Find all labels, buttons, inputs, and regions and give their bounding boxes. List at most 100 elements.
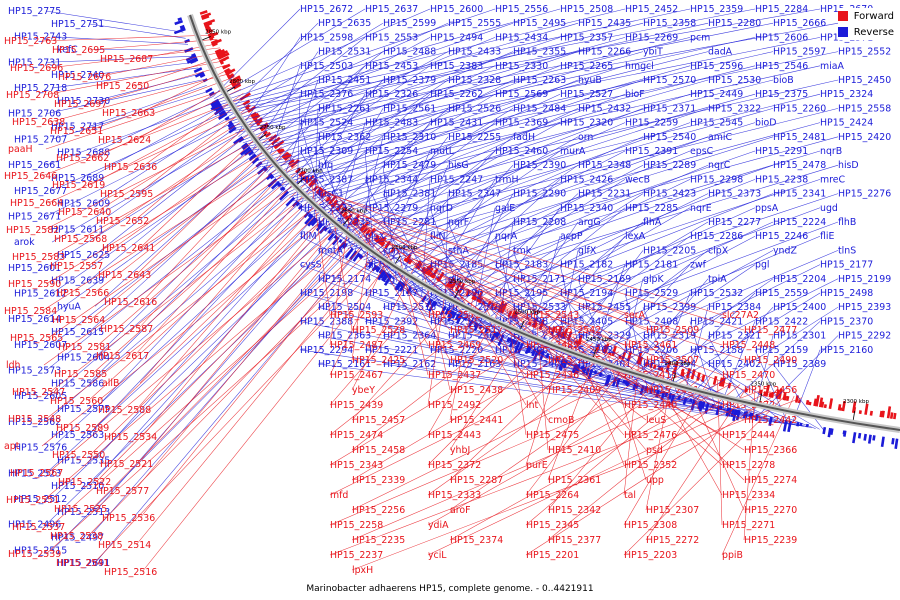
forward-leader-line <box>329 351 620 496</box>
reverse-gene-label: HP15_2597 <box>773 47 826 58</box>
forward-gene-arrow <box>550 326 557 335</box>
forward-gene-label: HP15_2539 <box>8 549 61 560</box>
reverse-gene-label: HP15_2531 <box>318 47 371 58</box>
reverse-gene-label: ppsA <box>755 203 779 214</box>
forward-leader-line <box>351 361 654 511</box>
scale-tick-label: 2400 kbp <box>665 361 691 367</box>
reverse-leader-line <box>509 221 774 342</box>
forward-gene-label: HP15_2443 <box>428 430 481 441</box>
reverse-leader-line <box>51 67 199 89</box>
reverse-gene-label: HP15_2206 <box>625 345 678 356</box>
reverse-gene-label: ugd <box>820 203 838 214</box>
reverse-gene-label: fliM <box>300 231 317 242</box>
reverse-leader-line <box>291 79 709 200</box>
forward-gene-arrow <box>507 310 513 318</box>
reverse-gene-arrow <box>852 432 857 444</box>
reverse-gene-label: HP15_2518 <box>383 302 436 313</box>
forward-gene-label: HP15_2624 <box>98 135 151 146</box>
reverse-gene-label: HP15_2163 <box>448 359 501 370</box>
reverse-gene-arrow <box>179 24 185 29</box>
reverse-gene-label: HP15_2321 <box>708 331 761 342</box>
reverse-gene-label: HP15_2450 <box>838 75 891 86</box>
reverse-gene-label: HP15_2331 <box>513 331 566 342</box>
reverse-gene-label: HP15_2612 <box>14 289 67 300</box>
reverse-leader-line <box>247 37 756 150</box>
reverse-leader-line <box>223 8 821 115</box>
forward-leader-line <box>645 386 748 541</box>
forward-leader-line <box>525 355 633 496</box>
forward-gene-label: ydiA <box>428 520 449 531</box>
forward-leader-line <box>431 270 647 391</box>
reverse-leader-line <box>358 136 514 257</box>
forward-leader-line <box>87 189 322 402</box>
reverse-gene-label: HP15_2199 <box>838 274 891 285</box>
forward-gene-arrow <box>390 248 395 254</box>
forward-gene-label: HP15_2646 <box>4 171 57 182</box>
reverse-gene-label: HP15_2171 <box>513 274 566 285</box>
forward-gene-label: HP15_2339 <box>352 475 405 486</box>
reverse-gene-arrow <box>189 58 199 64</box>
forward-gene-label: tal <box>624 490 636 501</box>
forward-leader-line <box>484 298 647 421</box>
reverse-leader-line <box>480 207 691 329</box>
reverse-leader-line <box>345 122 691 248</box>
reverse-gene-label: HP15_2205 <box>643 245 696 256</box>
reverse-leader-line <box>94 139 242 256</box>
reverse-gene-label: HP15_2341 <box>773 189 826 200</box>
reverse-gene-label: nqrB <box>820 146 842 157</box>
forward-gene-label: HP15_2595 <box>100 189 153 200</box>
reverse-gene-label: HP15_2185 <box>430 260 483 271</box>
reverse-gene-label: HP15_2570 <box>643 75 696 86</box>
reverse-leader-line <box>229 22 579 125</box>
forward-leader-line <box>89 39 217 51</box>
reverse-gene-arrow <box>279 186 285 191</box>
scale-tick-label: 2550 kbp <box>449 279 475 285</box>
reverse-gene-label: HP15_2596 <box>690 61 743 72</box>
reverse-gene-label: HP15_2269 <box>625 32 678 43</box>
reverse-gene-label: HP15_2600 <box>430 4 483 15</box>
reverse-leader-line <box>447 193 514 312</box>
forward-gene-arrow <box>768 392 773 398</box>
reverse-gene-label: HP15_2161 <box>318 359 371 370</box>
forward-gene-arrow <box>764 384 770 397</box>
reverse-gene-label: HP15_2605 <box>14 391 67 402</box>
forward-leader-line <box>87 76 235 132</box>
reverse-leader-line <box>51 112 223 192</box>
reverse-gene-label: HP15_2224 <box>773 217 826 228</box>
forward-gene-label: HP15_2444 <box>722 430 775 441</box>
forward-gene-label: HP15_2585 <box>54 369 107 380</box>
forward-gene-label: HP15_2456 <box>744 385 797 396</box>
reverse-gene-label: HP15_2403 <box>513 359 566 370</box>
reverse-leader-line <box>88 150 249 281</box>
reverse-gene-label: HP15_2576 <box>14 443 67 454</box>
reverse-leader-line <box>406 164 644 289</box>
forward-leader-line <box>536 321 549 451</box>
reverse-gene-label: HP15_2294 <box>300 345 353 356</box>
forward-gene-label: HP15_2589 <box>56 423 109 434</box>
reverse-leader-line <box>447 363 804 427</box>
reverse-gene-arrow <box>177 17 183 22</box>
forward-gene-label: HP15_2536 <box>102 513 155 524</box>
reverse-gene-label: HP15_2371 <box>643 103 696 114</box>
reverse-gene-label: HP15_2707 <box>14 134 67 145</box>
forward-swatch <box>837 11 848 21</box>
reverse-gene-label: HP15_2344 <box>365 174 418 185</box>
reverse-gene-label: HP15_2639 <box>51 276 104 287</box>
reverse-leader-line <box>361 136 579 259</box>
reverse-gene-label: HP15_2606 <box>755 32 808 43</box>
forward-gene-arrow <box>233 83 242 90</box>
reverse-gene-arrow <box>872 435 876 441</box>
forward-gene-label: HP15_2708 <box>6 90 59 101</box>
reverse-gene-label: hisG <box>448 160 469 171</box>
reverse-gene-arrow <box>297 204 304 210</box>
forward-gene-arrow <box>205 27 211 32</box>
forward-gene-arrow <box>242 99 251 106</box>
reverse-gene-label: HP15_2181 <box>625 260 678 271</box>
forward-gene-label: HP15_2235 <box>352 535 405 546</box>
forward-gene-label: HP15_2474 <box>330 430 383 441</box>
forward-leader-line <box>137 161 295 330</box>
reverse-leader-line <box>276 65 756 185</box>
reverse-leader-line <box>320 108 514 227</box>
reverse-gene-label: HP15_2740 <box>51 70 104 81</box>
reverse-leader-line <box>45 123 230 217</box>
